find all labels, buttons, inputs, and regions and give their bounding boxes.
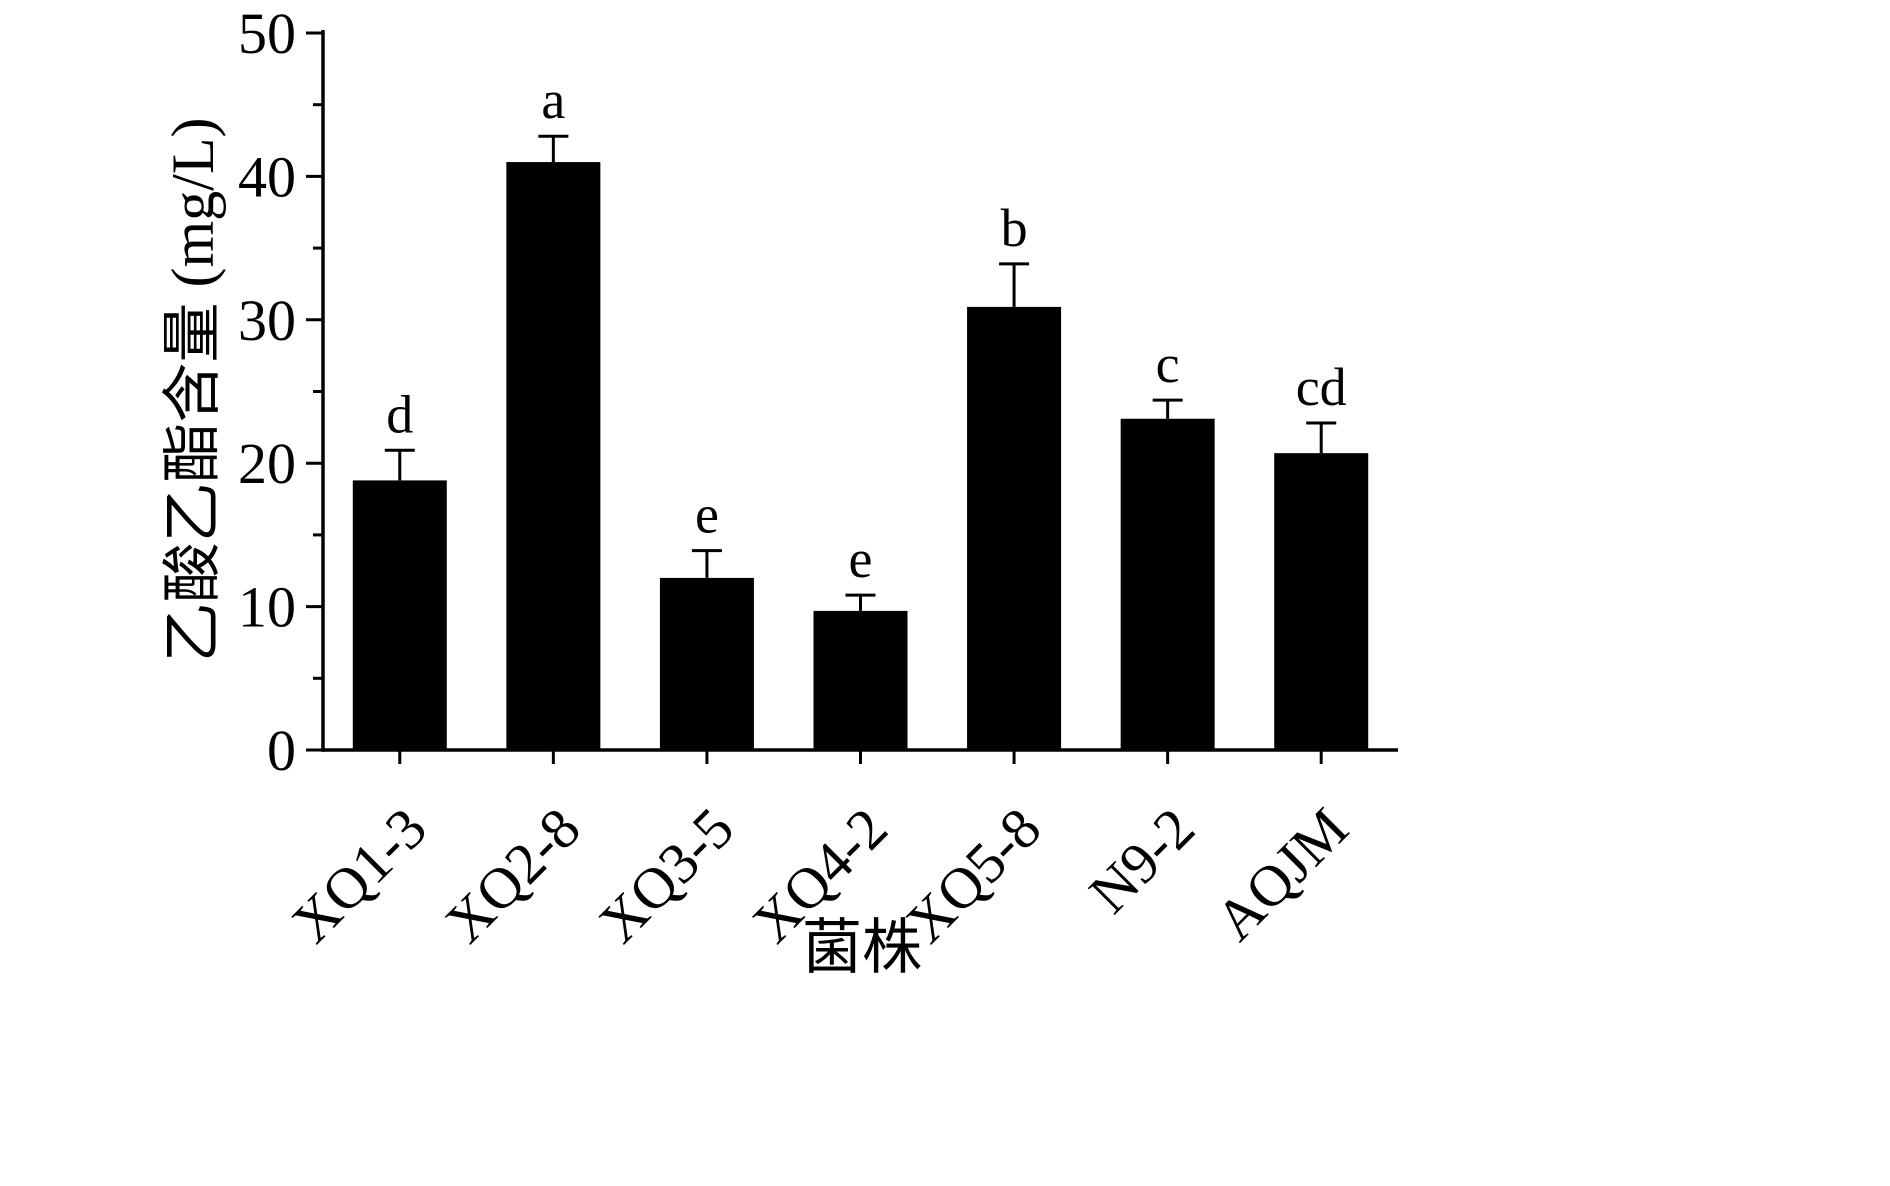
sig-letter-XQ4-2: e xyxy=(849,529,873,589)
x-tick-label-N9-2: N9-2 xyxy=(1077,795,1207,925)
bar-XQ2-8 xyxy=(506,162,601,750)
x-axis-label: 菌株 xyxy=(802,915,922,981)
bar-XQ5-8 xyxy=(967,306,1062,750)
sig-letter-XQ2-8: a xyxy=(541,70,565,130)
bar-XQ1-3 xyxy=(352,480,447,750)
y-tick-label: 10 xyxy=(238,575,296,640)
sig-letter-N9-2: c xyxy=(1156,334,1180,394)
sig-letter-XQ1-3: d xyxy=(386,384,413,444)
y-tick-label: 20 xyxy=(238,431,296,496)
y-tick-label: 40 xyxy=(238,144,296,209)
bar-N9-2 xyxy=(1120,418,1215,750)
x-tick-label-XQ3-5: XQ3-5 xyxy=(586,795,746,955)
y-tick-label: 30 xyxy=(238,288,296,353)
y-tick-label: 0 xyxy=(267,718,296,783)
x-tick-label-XQ2-8: XQ2-8 xyxy=(433,795,593,955)
sig-letter-XQ3-5: e xyxy=(695,485,719,545)
x-tick-label-AQJM: AQJM xyxy=(1203,795,1361,953)
bar-XQ4-2 xyxy=(813,610,908,750)
y-tick-label: 50 xyxy=(238,1,296,66)
sig-letter-XQ5-8: b xyxy=(1001,198,1028,258)
sig-letter-AQJM: cd xyxy=(1296,357,1347,417)
bar-XQ3-5 xyxy=(659,577,754,750)
x-tick-label-XQ1-3: XQ1-3 xyxy=(279,795,439,955)
y-axis-label: 乙酸乙酯含量 (mg/L) xyxy=(160,117,226,663)
bar-AQJM xyxy=(1274,453,1369,750)
